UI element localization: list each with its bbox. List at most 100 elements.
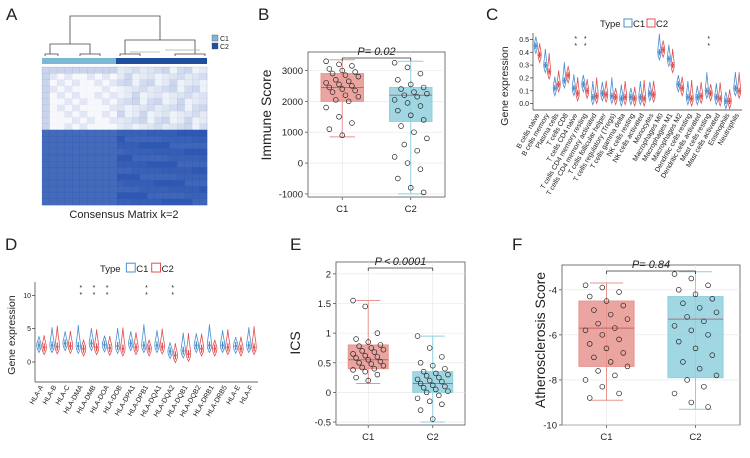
- heatmap-cell: [124, 98, 133, 105]
- violin-c1: [115, 327, 121, 355]
- data-point: [595, 368, 601, 374]
- data-point: [430, 416, 436, 422]
- y-tick-label: 1000: [282, 128, 303, 139]
- heatmap-cell: [177, 186, 185, 193]
- violin-median: [709, 92, 712, 95]
- heatmap-cell: [162, 192, 170, 200]
- data-point: [352, 69, 358, 75]
- heatmap-cell: [64, 123, 73, 131]
- heatmap-cell: [87, 79, 95, 87]
- data-point: [620, 350, 627, 356]
- heatmap-cell: [154, 110, 163, 118]
- violin-median: [103, 343, 106, 346]
- heatmap-cell: [49, 129, 58, 137]
- data-point: [671, 390, 678, 397]
- violin-c1: [141, 324, 147, 354]
- heatmap-cell: [72, 148, 80, 156]
- violin-c2: [146, 339, 152, 357]
- heatmap-cell: [177, 142, 185, 149]
- heatmap-cell: [102, 73, 110, 80]
- heatmap-cell: [147, 123, 155, 131]
- heatmap-cell: [64, 173, 73, 181]
- data-point: [420, 117, 427, 123]
- heatmap-cell: [102, 148, 110, 156]
- heatmap-cell: [192, 79, 200, 87]
- heatmap-cell: [109, 98, 118, 105]
- heatmap-cell: [124, 179, 133, 187]
- heatmap-cell: [162, 198, 170, 206]
- heatmap-cell: [117, 104, 125, 112]
- heatmap-cell: [72, 129, 80, 137]
- heatmap-cell: [177, 198, 185, 206]
- legend-label-c2: C2: [162, 264, 174, 275]
- heatmap-cell: [124, 198, 133, 206]
- heatmap-cell: [72, 85, 80, 93]
- heatmap-cell: [139, 123, 148, 131]
- significance-star: *: [93, 292, 96, 299]
- heatmap-cell: [192, 179, 200, 187]
- heatmap-cell: [199, 79, 208, 87]
- heatmap-cell: [192, 142, 200, 149]
- heatmap-cell: [42, 186, 50, 193]
- legend-title: Type: [100, 264, 121, 275]
- heatmap-cell: [199, 179, 208, 187]
- data-point: [355, 93, 362, 100]
- violin-median: [671, 63, 674, 67]
- violin-median: [226, 346, 230, 349]
- data-point: [336, 81, 342, 88]
- violin-c2: [604, 80, 609, 104]
- data-point: [417, 103, 424, 109]
- heatmap-cell: [169, 129, 178, 137]
- violin-median: [699, 94, 703, 98]
- heatmap-cell: [42, 192, 50, 200]
- heatmap-cell: [72, 136, 80, 143]
- violin-median: [56, 345, 59, 348]
- data-point: [380, 362, 387, 369]
- heatmap-cell: [109, 173, 118, 181]
- heatmap-cell: [109, 79, 118, 87]
- heatmap-cell: [72, 92, 80, 99]
- violin-c1: [714, 83, 719, 106]
- data-point: [616, 336, 622, 343]
- heatmap-cell: [177, 123, 185, 131]
- violin-c1: [647, 81, 652, 103]
- heatmap-cell: [139, 154, 148, 162]
- immune-score-axis-label: Immune Score: [258, 69, 274, 160]
- heatmap-cell: [184, 98, 193, 105]
- data-point: [612, 325, 618, 331]
- heatmap-cell: [139, 142, 148, 149]
- heatmap-cell: [132, 173, 140, 181]
- heatmap-cell: [169, 142, 178, 149]
- heatmap-cell: [87, 123, 95, 131]
- heatmap-cell: [79, 110, 88, 118]
- heatmap-cell: [177, 148, 185, 156]
- heatmap-cell: [79, 142, 88, 149]
- violin-c2: [727, 89, 732, 110]
- heatmap-cell: [102, 179, 110, 187]
- violin-c1: [562, 61, 567, 90]
- data-point: [595, 320, 601, 327]
- heatmap-cell: [192, 161, 200, 168]
- heatmap-cell: [72, 192, 80, 200]
- data-point: [391, 154, 398, 160]
- violin-median: [168, 350, 172, 353]
- heatmap-cell: [64, 142, 73, 149]
- data-point: [377, 358, 384, 365]
- heatmap-cell: [87, 85, 95, 93]
- heatmap-cell: [169, 173, 178, 181]
- heatmap-cell: [72, 110, 80, 118]
- heatmap-cell: [124, 148, 133, 156]
- heatmap-cell: [169, 192, 178, 200]
- data-point: [430, 382, 436, 389]
- heatmap-cell: [42, 79, 50, 87]
- p-value-label: P= 0.02: [357, 46, 395, 58]
- data-point: [599, 383, 606, 390]
- violin-c1: [552, 76, 557, 98]
- heatmap-cell: [147, 67, 155, 74]
- heatmap-cell: [184, 79, 193, 87]
- heatmap-cell: [64, 79, 73, 87]
- violin-c2: [670, 48, 675, 74]
- data-point: [333, 77, 339, 83]
- heatmap-cell: [177, 104, 185, 112]
- heatmap-cell: [64, 110, 73, 118]
